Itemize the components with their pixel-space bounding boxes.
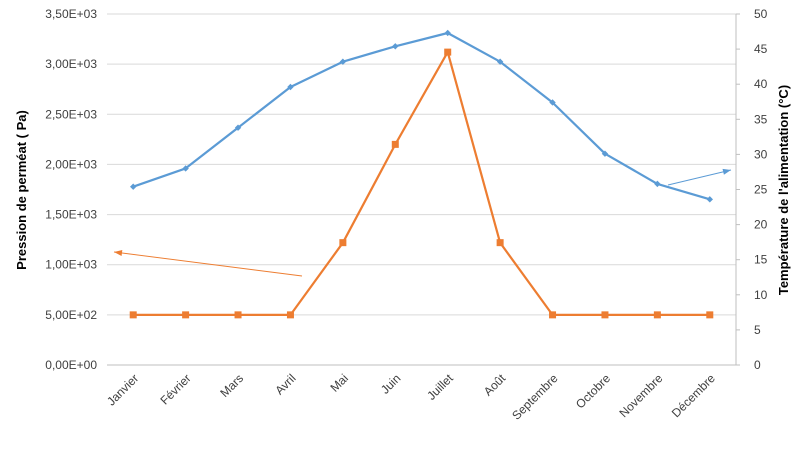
x-tick-label: Mai [327, 371, 351, 395]
y-axis-title: Pression de perméat ( Pa) [14, 110, 29, 270]
left-axis-pointer-head [114, 250, 123, 256]
x-tick-label: Janvier [104, 371, 141, 408]
x-tick-label: Novembre [616, 371, 665, 420]
data-point-square [129, 311, 137, 319]
data-point-square [339, 239, 347, 247]
data-point-diamond [130, 183, 137, 190]
y2-tick-label: 35 [754, 112, 768, 126]
right-axis-pointer-head [722, 168, 731, 175]
data-point-diamond [706, 196, 713, 203]
x-tick-label: Juillet [424, 371, 456, 403]
series-line-2 [133, 50, 710, 316]
x-tick-label: Mars [217, 371, 246, 400]
y-tick-label: 2,50E+03 [45, 107, 97, 121]
y2-tick-label: 5 [754, 323, 761, 337]
data-point-diamond [287, 83, 294, 91]
x-tick-label: Octobre [573, 371, 613, 411]
data-point-square [549, 311, 557, 319]
x-tick-label: Avril [272, 371, 298, 397]
data-point-diamond [392, 43, 399, 50]
x-tick-label: Août [481, 371, 509, 399]
y-tick-label: 5,00E+02 [45, 308, 97, 322]
x-tick-label: Juin [378, 371, 403, 396]
y2-tick-label: 0 [754, 358, 761, 372]
annotation-arrows [113, 168, 732, 277]
y-tick-label: 1,50E+03 [45, 208, 97, 222]
y-tick-label: 0,00E+00 [45, 358, 97, 372]
axes [107, 13, 740, 366]
right-axis-pointer [667, 169, 732, 186]
data-point-square [182, 311, 190, 319]
y-tick-label: 3,50E+03 [45, 7, 97, 21]
x-tick-label: Septembre [509, 371, 561, 423]
y2-tick-label: 50 [754, 7, 768, 21]
data-point-square [286, 311, 294, 319]
gridlines [107, 13, 736, 366]
data-point-square [706, 311, 714, 319]
data-point-square [391, 140, 399, 148]
data-point-diamond [182, 165, 189, 172]
data-point-square [601, 311, 609, 319]
x-tick-label: Février [157, 371, 193, 407]
data-point-diamond [654, 180, 661, 188]
data-point-diamond [549, 99, 556, 106]
data-point-square [496, 239, 504, 247]
y2-tick-label: 20 [754, 218, 768, 232]
y-tick-label: 3,00E+03 [45, 57, 97, 71]
y2-tick-label: 10 [754, 288, 768, 302]
series-layer [129, 29, 714, 319]
data-point-diamond [444, 29, 451, 37]
y-tick-label: 2,00E+03 [45, 157, 97, 171]
y2-tick-label: 25 [754, 183, 768, 197]
x-tick-label: Décembre [669, 371, 718, 420]
y-tick-label: 1,00E+03 [45, 258, 97, 272]
y2-tick-label: 45 [754, 42, 768, 56]
data-point-square [234, 311, 242, 319]
y2-tick-label: 30 [754, 147, 768, 161]
data-point-diamond [339, 58, 347, 65]
left-axis-pointer [113, 251, 303, 277]
data-point-square [444, 48, 452, 56]
series-line-1 [132, 31, 711, 201]
data-point-diamond [234, 124, 242, 131]
y2-tick-label: 40 [754, 77, 768, 91]
y2-axis-title: Température de l'alimentation (°C) [776, 85, 791, 295]
y2-tick-label: 15 [754, 253, 768, 267]
data-point-square [653, 311, 661, 319]
data-point-diamond [601, 150, 609, 157]
data-point-diamond [496, 58, 504, 65]
